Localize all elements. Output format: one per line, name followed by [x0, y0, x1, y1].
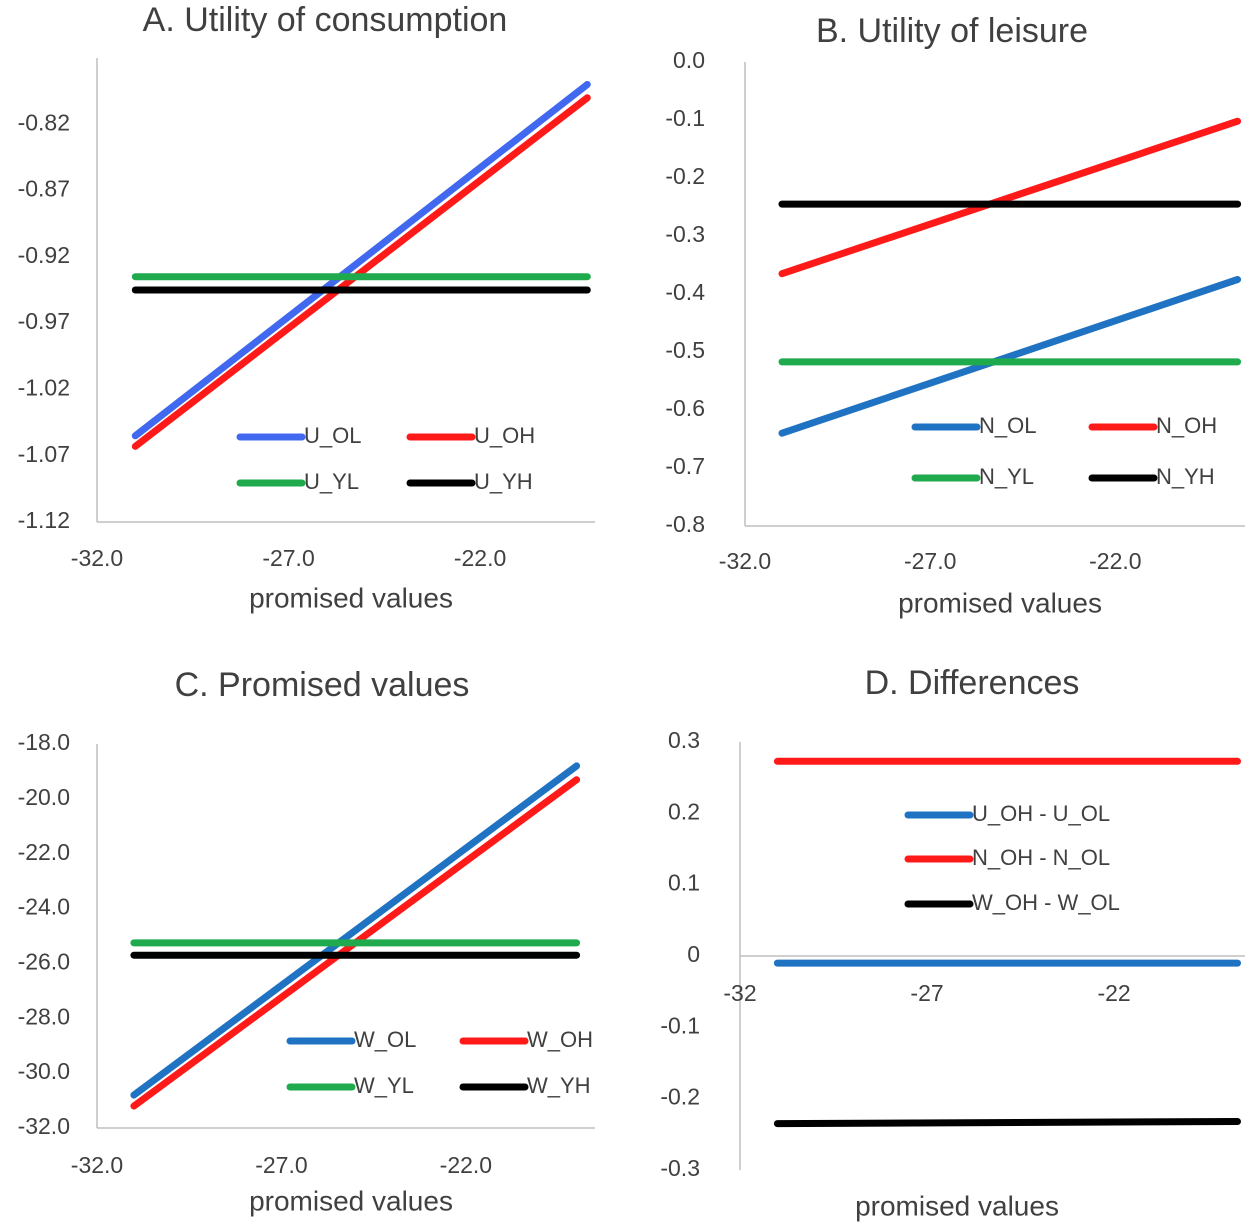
legend-item: N_OH — [1088, 413, 1217, 438]
chart-title: C. Promised values — [175, 666, 470, 704]
y-tick-label: -0.82 — [18, 109, 70, 135]
y-tick-label: 0.1 — [668, 870, 700, 896]
y-tick-label: -0.2 — [665, 163, 705, 189]
legend-item: W_OH - W_OL — [904, 890, 1120, 915]
y-tick-label: -32.0 — [18, 1113, 70, 1139]
x-tick-label: -32 — [723, 980, 756, 1006]
legend-label: N_OL — [979, 413, 1036, 438]
legend-label: U_YL — [304, 469, 359, 494]
y-tick-label: 0 — [687, 941, 700, 967]
legend-item: U_OL — [236, 423, 361, 448]
x-tick-label: -27.0 — [255, 1152, 307, 1178]
legend-item: N_YL — [911, 464, 1034, 489]
x-tick-label: -32.0 — [719, 548, 771, 574]
x-tick-label: -22.0 — [454, 545, 506, 571]
panel-d: D. Differences -0.3 -0.2 -0.1 0 0.1 0.2 0.3 -32 -… — [660, 664, 1245, 1221]
legend-label: W_OH - W_OL — [972, 890, 1120, 915]
y-tick-label: -0.4 — [665, 279, 705, 305]
y-tick-label: 0.0 — [673, 47, 705, 73]
x-axis-label: promised values — [855, 1190, 1059, 1221]
x-axis-label: promised values — [249, 1185, 453, 1216]
y-tick-label: -1.12 — [18, 507, 70, 533]
y-tick-label: 0.2 — [668, 798, 700, 824]
y-tick-label: -0.8 — [665, 511, 705, 537]
y-tick-label: -0.1 — [665, 105, 705, 131]
y-tick-label: -26.0 — [18, 949, 70, 975]
legend-label: W_YL — [354, 1073, 414, 1098]
panel-c: C. Promised values -32.0 -30.0 -28.0 -26.0 -2… — [18, 666, 595, 1216]
y-tick-label: -18.0 — [18, 729, 70, 755]
chart-title: A. Utility of consumption — [143, 1, 508, 39]
series-line-u-ol — [131, 81, 591, 440]
legend-label: U_OH — [474, 423, 535, 448]
legend-label: N_YL — [979, 464, 1034, 489]
legend-item: N_OL — [911, 413, 1036, 438]
legend-label: N_YH — [1156, 464, 1215, 489]
legend-item: W_OH — [459, 1027, 593, 1052]
x-axis-label: promised values — [249, 582, 453, 613]
y-tick-label: 0.3 — [668, 727, 700, 753]
legend-item: N_OH - N_OL — [904, 845, 1110, 870]
y-tick-label: -24.0 — [18, 894, 70, 920]
legend-label: N_OH - N_OL — [972, 845, 1110, 870]
panel-a: A. Utility of consumption -1.12 -1.07 -1.02… — [18, 1, 595, 613]
y-tick-label: -0.3 — [665, 221, 705, 247]
x-tick-label: -27 — [910, 980, 943, 1006]
legend-label: W_OL — [354, 1027, 416, 1052]
x-tick-label: -27.0 — [262, 545, 314, 571]
legend-label: U_OL — [304, 423, 361, 448]
series-line-u-oh — [131, 94, 591, 450]
x-axis-label: promised values — [898, 587, 1102, 618]
y-tick-label: -0.2 — [660, 1084, 700, 1110]
y-tick-label: -30.0 — [18, 1058, 70, 1084]
legend-label: W_OH — [527, 1027, 593, 1052]
series-line-w-ol — [130, 762, 581, 1099]
legend-label: U_YH — [474, 469, 533, 494]
y-tick-label: -0.3 — [660, 1155, 700, 1181]
legend-item: U_YL — [236, 469, 359, 494]
legend-item: U_YH — [406, 469, 533, 494]
legend-label: N_OH — [1156, 413, 1217, 438]
y-tick-label: -0.87 — [18, 176, 70, 202]
y-tick-label: -0.7 — [665, 453, 705, 479]
legend-item: U_OH - U_OL — [904, 801, 1110, 826]
panel-b: B. Utility of leisure -0.8 -0.7 -0.6 -0.5 -0.… — [665, 12, 1245, 618]
series-line-n-ol — [778, 276, 1242, 437]
legend-item: W_YH — [459, 1073, 591, 1098]
series-line-n-oh — [778, 117, 1242, 278]
x-tick-label: -22.0 — [440, 1152, 492, 1178]
y-tick-label: -1.02 — [18, 375, 70, 401]
x-tick-label: -27.0 — [904, 548, 956, 574]
chart-title: B. Utility of leisure — [816, 12, 1088, 50]
x-tick-label: -22 — [1097, 980, 1130, 1006]
legend-item: U_OH — [406, 423, 535, 448]
y-tick-label: -0.6 — [665, 395, 705, 421]
series-line-w-oh-w-ol — [773, 1118, 1241, 1128]
chart-title: D. Differences — [865, 664, 1080, 702]
y-tick-label: -1.07 — [18, 441, 70, 467]
legend-item: W_YL — [286, 1073, 414, 1098]
y-tick-label: -0.97 — [18, 308, 70, 334]
legend-item: N_YH — [1088, 464, 1215, 489]
y-tick-label: -0.92 — [18, 242, 70, 268]
y-tick-label: -22.0 — [18, 839, 70, 865]
legend-label: W_YH — [527, 1073, 591, 1098]
legend-label: U_OH - U_OL — [972, 801, 1110, 826]
y-tick-label: -28.0 — [18, 1003, 70, 1029]
x-tick-label: -22.0 — [1089, 548, 1141, 574]
y-tick-label: -0.1 — [660, 1012, 700, 1038]
y-tick-label: -0.5 — [665, 337, 705, 363]
legend-item: W_OL — [286, 1027, 416, 1052]
x-tick-label: -32.0 — [71, 1152, 123, 1178]
y-tick-label: -20.0 — [18, 784, 70, 810]
x-tick-label: -32.0 — [71, 545, 123, 571]
